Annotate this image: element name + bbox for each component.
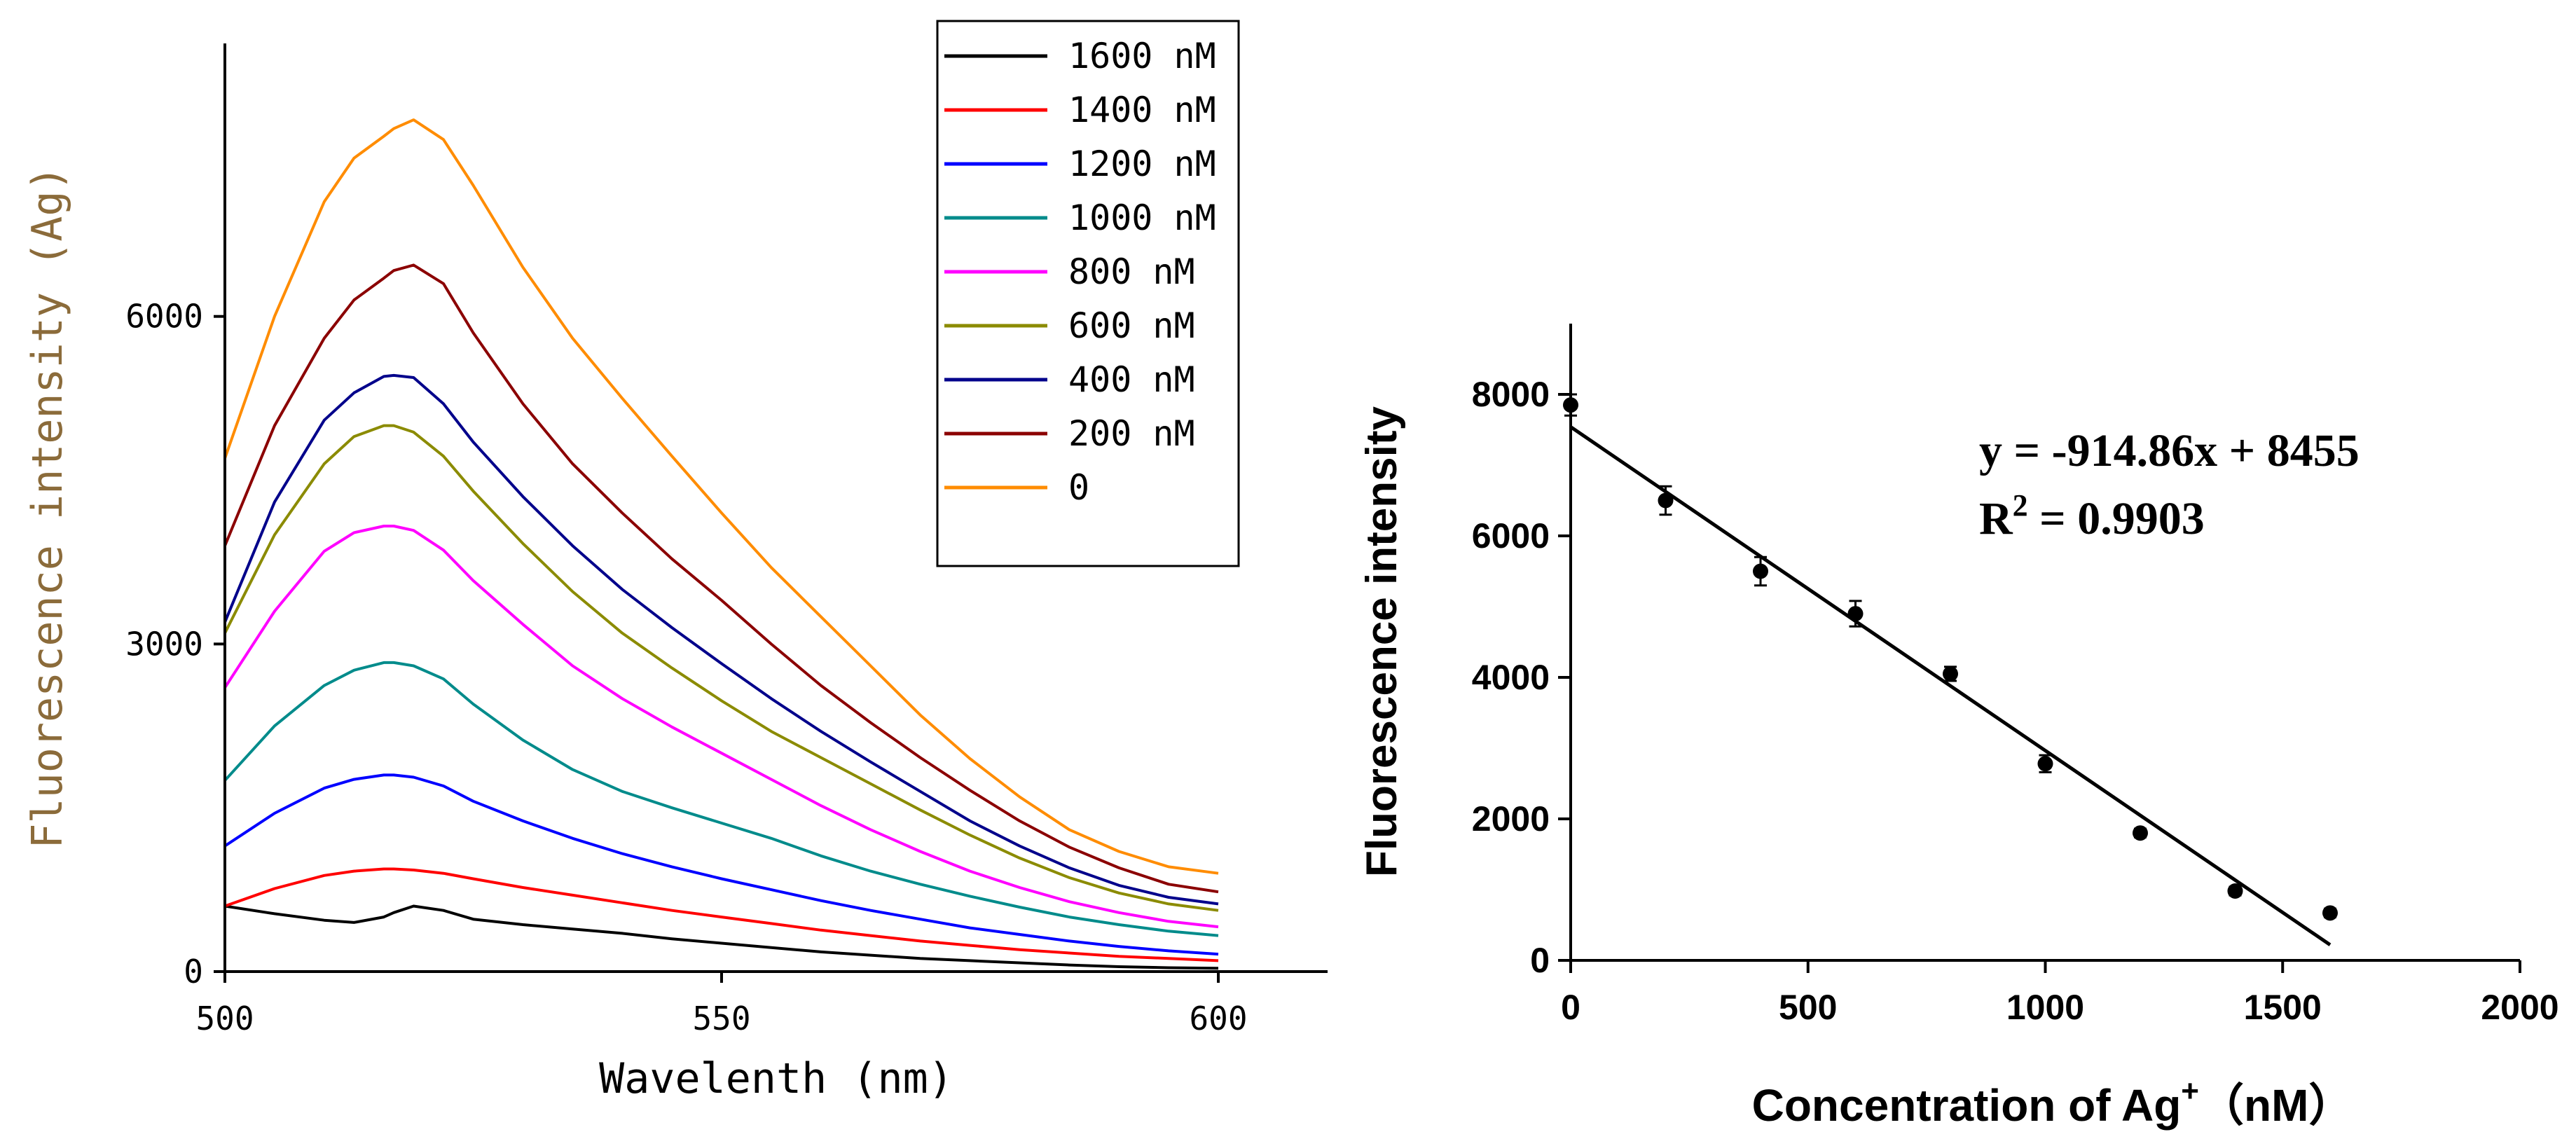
spectra-x-tick-label: 600 [1189, 1000, 1247, 1037]
x-label-superscript: + [2181, 1074, 2199, 1108]
data-point [2037, 754, 2053, 773]
data-marker [1943, 665, 1958, 682]
data-point [2322, 905, 2338, 921]
calibration-x-tick-label: 2000 [2481, 988, 2558, 1027]
calibration-chart: 0 500 1000 1500 2000 0 2000 4000 6000 8000 Concen… [1358, 324, 2559, 1131]
spectrum-line-2 [223, 773, 1219, 956]
spectrum-line-6 [223, 373, 1219, 906]
data-marker [2133, 825, 2148, 841]
legend-label-7: 200 nM [1068, 413, 1195, 454]
calibration-x-tick-label: 1500 [2244, 988, 2322, 1027]
spectrum-line-8 [223, 118, 1219, 875]
calibration-y-tick-label: 6000 [1472, 516, 1550, 555]
legend-label-5: 600 nM [1068, 305, 1195, 346]
spectrum-line-3 [223, 661, 1219, 937]
r2-symbol: R [1979, 493, 2013, 544]
calibration-x-tick-label: 500 [1779, 988, 1837, 1027]
legend-label-4: 800 nM [1068, 251, 1195, 292]
legend-label-6: 400 nM [1068, 359, 1195, 400]
legend-label-1: 1400 nM [1068, 90, 1216, 130]
r-squared-label: R2 = 0.9903 [1979, 488, 2205, 544]
spectra-y-axis-label: Fluorescence intensity (Ag) [23, 165, 72, 848]
spectra-legend: 1600 nM 1400 nM 1200 nM 1000 nM 800 nM 600 nM… [944, 36, 1216, 508]
spectrum-line-1 [224, 867, 1219, 962]
data-point [2227, 883, 2243, 899]
calibration-y-axis-label: Fluorescence intensity [1358, 406, 1406, 877]
calibration-y-tick-label: 2000 [1472, 799, 1550, 838]
spectrum-line-5 [223, 424, 1219, 912]
calibration-x-tick-label: 1000 [2006, 988, 2084, 1027]
data-marker [1847, 606, 1864, 622]
calibration-y-tick-label: 0 [1530, 941, 1550, 980]
r2-exponent: 2 [2013, 488, 2028, 523]
spectra-x-tick-label: 500 [195, 1000, 254, 1037]
legend-label-3: 1000 nM [1068, 198, 1216, 238]
r2-value: = 0.9903 [2028, 493, 2205, 544]
spectrum-line-7 [223, 263, 1219, 894]
spectra-y-tick-label: 3000 [125, 625, 203, 663]
spectra-plot-area [223, 118, 1219, 970]
fit-line [1569, 425, 2332, 946]
spectrum-line-0 [224, 904, 1219, 970]
data-marker [1658, 492, 1674, 509]
data-point [1943, 665, 1958, 682]
data-marker [1753, 563, 1768, 579]
calibration-ticks: 0 500 1000 1500 2000 0 2000 4000 6000 8000 [1472, 375, 2559, 1027]
data-marker [2227, 883, 2243, 899]
data-point [1658, 485, 1674, 516]
fit-equation: y = -914.86x + 8455 [1979, 425, 2360, 476]
spectra-y-tick-label: 6000 [125, 298, 203, 336]
spectra-x-tick-label: 550 [692, 1000, 750, 1037]
calibration-plot-area [1563, 393, 2338, 946]
calibration-x-axis-label: Concentration of Ag+（nM） [1752, 1074, 2354, 1131]
legend-label-2: 1200 nM [1068, 144, 1216, 184]
spectra-x-axis-label: Wavelenth (nm) [599, 1054, 953, 1103]
data-point [1847, 600, 1864, 628]
x-label-unit: （nM） [2199, 1080, 2353, 1131]
spectrum-line-4 [223, 525, 1219, 929]
data-marker [2322, 905, 2338, 921]
data-point [1753, 555, 1768, 587]
calibration-x-tick-label: 0 [1561, 988, 1580, 1027]
legend-label-0: 1600 nM [1068, 36, 1216, 76]
spectra-legend-box [936, 20, 1240, 567]
calibration-y-tick-label: 4000 [1472, 658, 1550, 697]
data-marker [2037, 756, 2053, 772]
calibration-y-tick-label: 8000 [1472, 375, 1550, 414]
spectra-y-tick-label: 0 [184, 953, 203, 990]
x-label-main: Concentration of Ag [1752, 1080, 2182, 1131]
data-point [2133, 825, 2148, 841]
legend-label-8: 0 [1068, 467, 1089, 508]
